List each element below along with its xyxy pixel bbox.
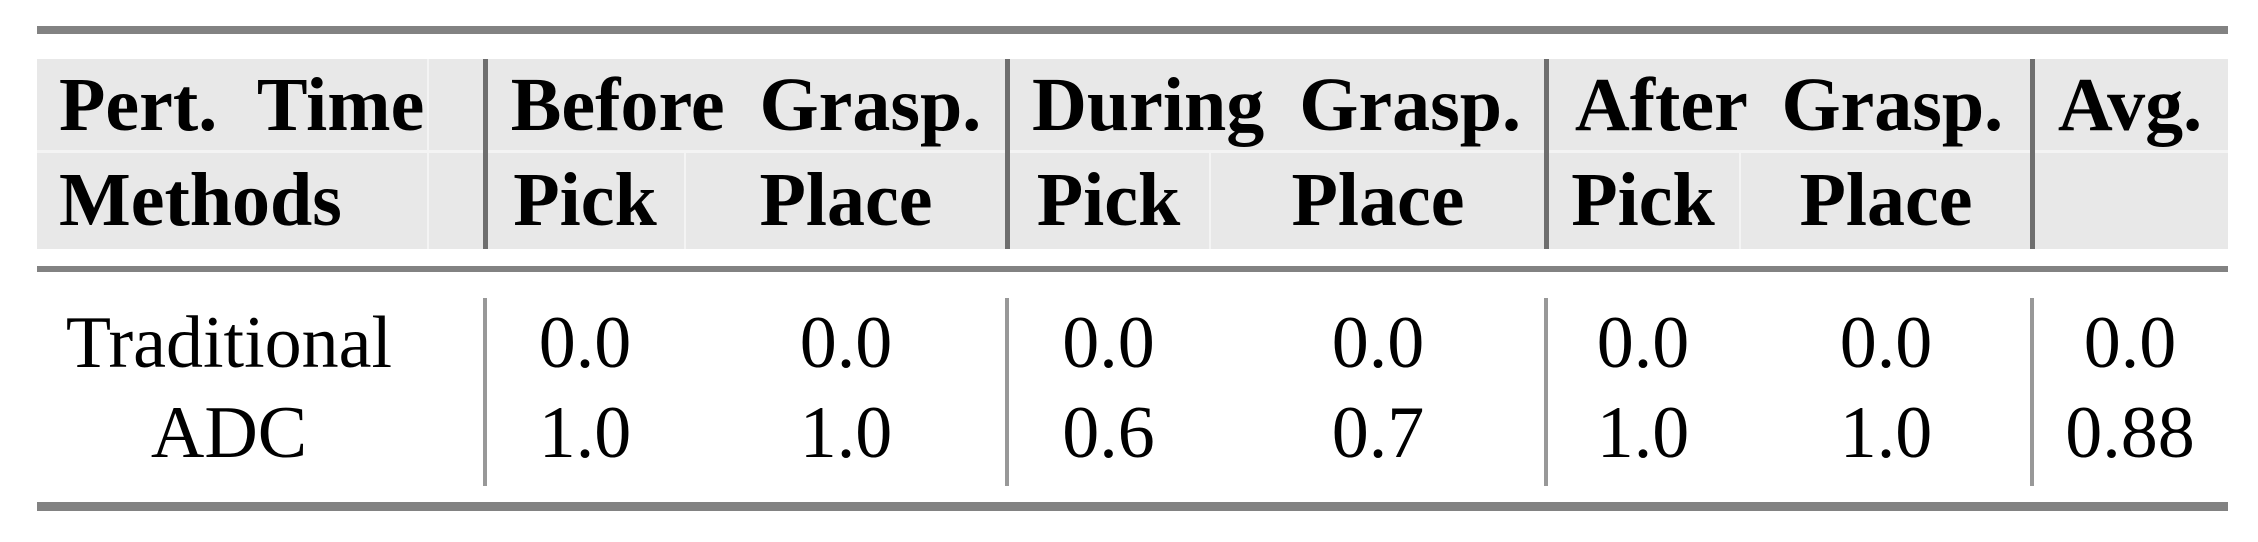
header-cell-gap-line (1209, 153, 1211, 249)
header-column-divider (2030, 59, 2035, 249)
cell-adc-during-pick: 0.6 (1062, 392, 1155, 474)
header-avg-spacer (2032, 151, 2228, 249)
row-method-label: ADC (150, 392, 308, 474)
table-mid-rule (37, 266, 2228, 272)
cell-traditional-before-pick: 0.0 (538, 302, 632, 384)
cell-traditional-before-place: 0.0 (799, 302, 893, 384)
header-group-before-grasp: Before Grasp. (510, 63, 982, 147)
cell-traditional-during-pick: 0.0 (1062, 302, 1155, 384)
header-cell-gap-line (1739, 153, 1741, 249)
header-before-pick: Pick (513, 158, 657, 242)
body-column-divider (1005, 298, 1009, 486)
table-bottom-rule (37, 502, 2228, 511)
table-top-rule (37, 26, 2228, 34)
header-during-pick: Pick (1036, 158, 1181, 242)
cell-traditional-after-place: 0.0 (1839, 302, 1933, 384)
cell-traditional-during-place: 0.0 (1331, 302, 1425, 384)
cell-adc-before-place: 1.0 (799, 392, 893, 474)
cell-adc-after-pick: 1.0 (1596, 392, 1690, 474)
header-cell-gap-line (427, 59, 429, 249)
header-after-pick: Pick (1571, 158, 1715, 242)
header-before-place: Place (759, 158, 933, 242)
row-method-label: Traditional (65, 302, 393, 384)
cell-traditional-avg: 0.0 (2083, 302, 2177, 384)
header-group-during-grasp: During Grasp. (1032, 63, 1521, 147)
header-during-place: Place (1291, 158, 1465, 242)
body-column-divider (2030, 298, 2034, 486)
cell-adc-after-place: 1.0 (1839, 392, 1933, 474)
table-body: Traditional 0.0 0.0 0.0 0.0 0.0 0.0 0.0 … (37, 272, 2228, 502)
header-pert-time: Pert. Time (59, 63, 425, 147)
header-row-gap-line (37, 150, 2228, 153)
body-column-divider (1544, 298, 1548, 486)
header-avg: Avg. (2057, 63, 2203, 147)
cell-adc-avg: 0.88 (2065, 392, 2195, 474)
header-cell-gap-line (684, 153, 686, 249)
header-methods: Methods (59, 158, 342, 242)
header-after-place: Place (1799, 158, 1973, 242)
cell-adc-before-pick: 1.0 (538, 392, 632, 474)
cell-traditional-after-pick: 0.0 (1596, 302, 1690, 384)
header-column-divider (1005, 59, 1010, 249)
header-column-divider (1544, 59, 1549, 249)
body-column-divider (483, 298, 487, 486)
cell-adc-during-place: 0.7 (1331, 392, 1425, 474)
header-group-after-grasp: After Grasp. (1574, 63, 2004, 147)
table-header: Pert. Time Before Grasp. During Grasp. A… (37, 59, 2228, 249)
header-column-divider (483, 59, 488, 249)
